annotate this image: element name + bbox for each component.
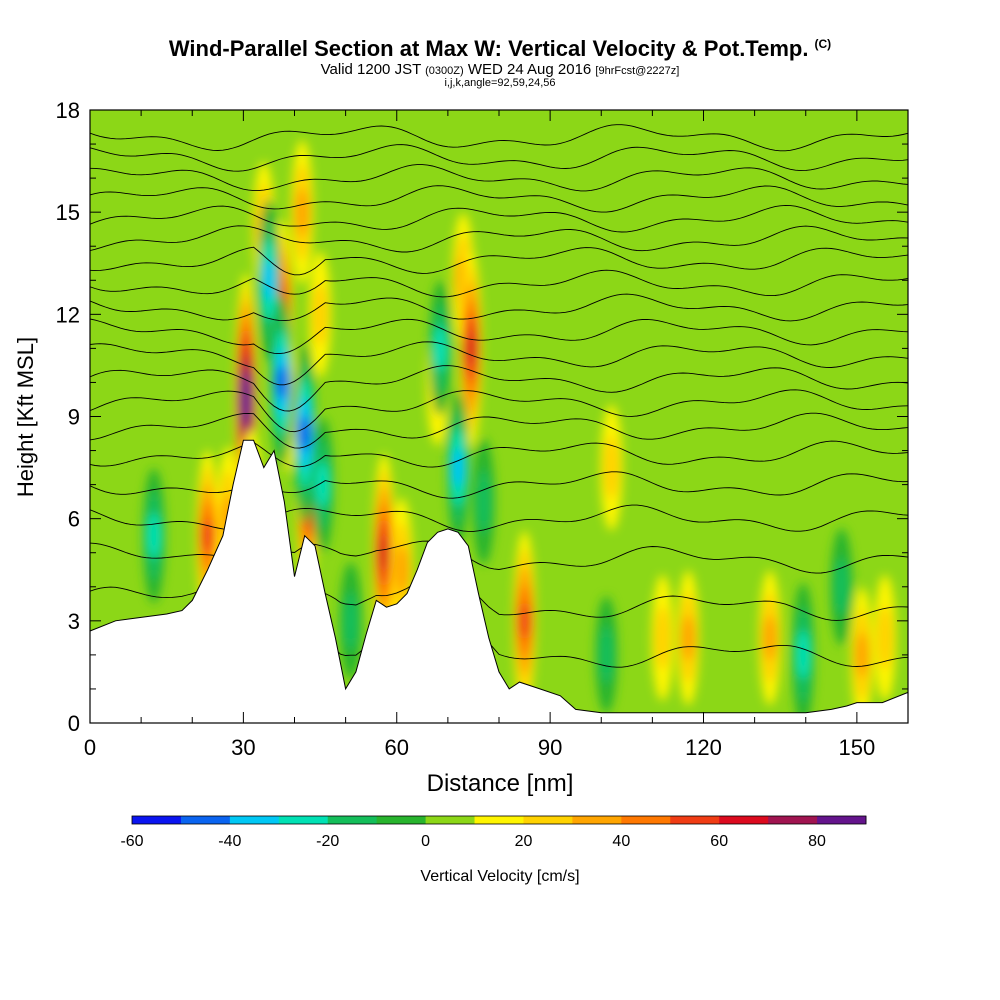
y-tick-label: 6 <box>68 507 80 532</box>
colorbar-segment <box>132 816 182 824</box>
forecast-info: [9hrFcst@2227z] <box>595 65 680 77</box>
downdraft-cell <box>298 415 311 452</box>
x-tick-label: 30 <box>231 735 255 760</box>
theta-contour-line <box>90 144 908 172</box>
colorbar-tick-label: 60 <box>710 833 728 850</box>
updraft-cell <box>518 602 531 639</box>
x-tick-label: 150 <box>839 735 876 760</box>
colorbar-segment <box>670 816 720 824</box>
updraft-cell <box>464 331 477 365</box>
velocity-cells <box>142 140 896 723</box>
x-tick-label: 0 <box>84 735 96 760</box>
y-tick-label: 18 <box>56 98 80 123</box>
colorbar-segment <box>523 816 573 824</box>
y-tick-label: 12 <box>56 302 80 327</box>
y-axis-label: Height [Kft MSL] <box>13 337 38 497</box>
downdraft-cell <box>433 325 448 371</box>
colorbar-label: Vertical Velocity [cm/s] <box>420 868 579 885</box>
y-tick-label: 0 <box>68 711 80 736</box>
downdraft-cell <box>342 591 359 651</box>
x-tick-label: 90 <box>538 735 562 760</box>
downdraft-cell <box>451 448 465 487</box>
theta-contour-line <box>90 164 908 192</box>
theta-contour-line <box>90 246 908 276</box>
colorbar-tick-label: -60 <box>120 833 143 850</box>
colorbar-segment <box>768 816 818 824</box>
colorbar-tick-label: 80 <box>808 833 826 850</box>
colorbar-segment <box>425 816 476 824</box>
valid-time-date: WED 24 Aug 2016 <box>463 61 596 78</box>
updraft-cell <box>201 518 214 553</box>
y-tick-label: 3 <box>68 609 80 634</box>
theta-contour-line <box>90 389 908 433</box>
colorbar-tick-label: -20 <box>316 833 339 850</box>
theta-contour-line <box>90 204 908 233</box>
section-indices: i,j,k,angle=92,59,24,56 <box>444 77 556 89</box>
colorbar-segment <box>180 816 231 824</box>
updraft-cell <box>855 632 869 678</box>
x-tick-label: 120 <box>685 735 722 760</box>
theta-contour-line <box>90 471 908 499</box>
colorbar-segment <box>376 816 427 824</box>
theta-contour-line <box>90 269 908 298</box>
colorbar-tick-label: 40 <box>612 833 630 850</box>
x-tick-label: 60 <box>385 735 409 760</box>
theta-contour-line <box>90 341 908 386</box>
colorbar-segment <box>621 816 671 824</box>
valid-time-zulu: (0300Z) <box>425 65 464 77</box>
updraft-cell <box>681 615 696 661</box>
updraft-cell <box>654 606 671 670</box>
chart-title-text: Wind-Parallel Section at Max W: Vertical… <box>168 36 809 61</box>
valid-time-a: Valid 1200 JST <box>320 61 426 78</box>
y-tick-label: 9 <box>68 405 80 430</box>
downdraft-cell <box>315 462 330 508</box>
colorbar-tick-label: 0 <box>421 833 430 850</box>
chart-title-tag: (C) <box>814 36 832 51</box>
updraft-cell <box>240 385 252 414</box>
downdraft-cell <box>262 260 276 301</box>
colorbar-segment <box>229 816 280 824</box>
theta-contour-line <box>90 124 908 152</box>
theta-contour-line <box>90 293 908 322</box>
colorbar-segment <box>817 816 867 824</box>
downdraft-cell <box>275 365 288 400</box>
chart-title: Wind-Parallel Section at Max W: Vertical… <box>0 36 1000 62</box>
colorbar-segment <box>572 816 622 824</box>
theta-contour-line <box>90 440 908 468</box>
colorbar-segment <box>278 816 329 824</box>
colorbar-frame <box>131 815 867 825</box>
updraft-cell <box>877 606 893 670</box>
downdraft-cell <box>146 513 161 559</box>
colorbar: -60 -40 -20 0 20 40 60 80 <box>120 815 867 850</box>
colorbar-segment <box>474 816 524 824</box>
theta-contour-line <box>90 365 908 412</box>
x-axis-label: Distance [nm] <box>427 770 574 797</box>
valid-time-line: Valid 1200 JST (0300Z) WED 24 Aug 2016 [… <box>0 61 1000 78</box>
updraft-cell <box>378 536 390 570</box>
downdraft-cell <box>475 470 492 534</box>
y-tick-label: 15 <box>56 200 80 225</box>
updraft-cell <box>762 615 777 661</box>
updraft-cell <box>312 282 329 346</box>
theta-contour-line <box>90 185 908 213</box>
updraft-cell <box>295 188 310 237</box>
updraft-cell <box>394 545 409 594</box>
axes: 0 30 60 90 120 150 0 3 6 9 12 15 18 <box>56 98 909 760</box>
terrain-mask <box>89 439 909 724</box>
colorbar-tick-label: 20 <box>515 833 533 850</box>
updraft-cell <box>603 436 620 500</box>
downdraft-cell <box>598 625 615 685</box>
theta-contour-line <box>90 412 908 449</box>
colorbar-segment <box>327 816 378 824</box>
downdraft-cell <box>833 557 850 617</box>
downdraft-cell <box>796 630 811 679</box>
colorbar-tick-label: -40 <box>218 833 241 850</box>
theta-contour-line <box>90 225 908 253</box>
theta-contour-line <box>90 318 908 355</box>
colorbar-segment <box>719 816 769 824</box>
